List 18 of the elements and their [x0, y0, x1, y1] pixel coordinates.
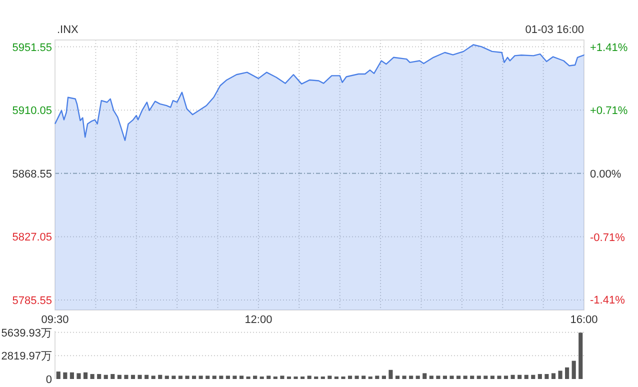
y-tick-label: 5951.55: [12, 42, 52, 54]
y-tick-label: 2819.97万: [1, 350, 52, 363]
y2-tick-label: -1.41%: [590, 294, 626, 307]
y2-tick-label: +1.41%: [590, 42, 628, 54]
chart-title: .INX: [57, 24, 80, 36]
x-tick-label: 09:30: [41, 314, 69, 326]
y-tick-label: 5827.05: [12, 232, 52, 244]
y-tick-label: 5868.55: [12, 168, 52, 180]
y-tick-label: 5785.55: [12, 295, 52, 308]
y-tick-label: 5910.05: [12, 105, 52, 118]
y-tick-label: 5639.93万: [1, 327, 52, 340]
text: 01-03 16:00: [525, 24, 584, 36]
x-tick-label: 12:00: [244, 314, 272, 326]
y-tick-label: 0: [46, 374, 52, 386]
y2-tick-label: +0.71%: [590, 104, 628, 117]
x-tick-label: 16:00: [570, 314, 598, 326]
y2-tick-label: -0.71%: [590, 232, 626, 244]
y2-tick-label: 0.00%: [590, 168, 622, 180]
